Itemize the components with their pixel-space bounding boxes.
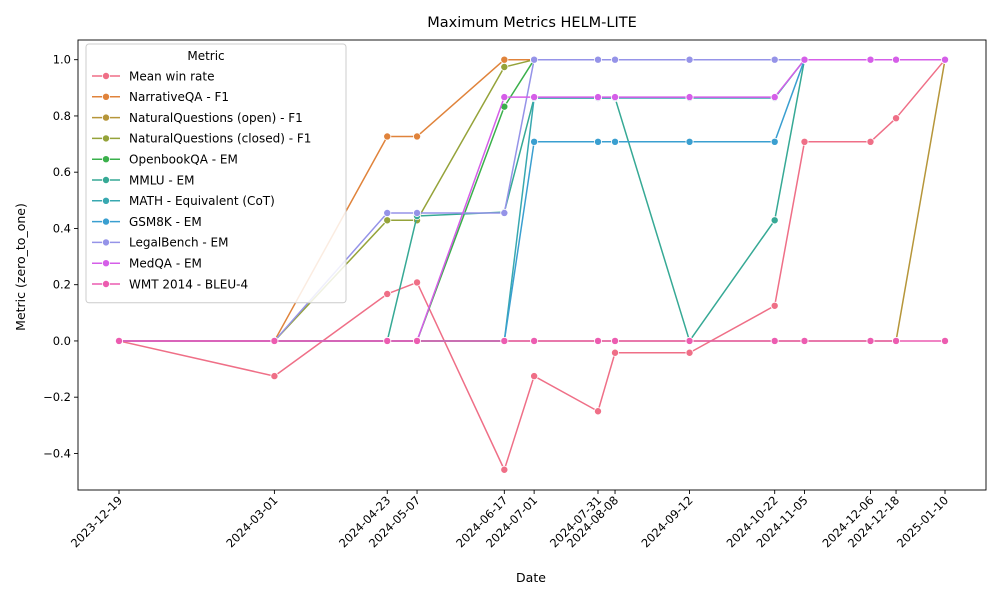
data-point — [866, 336, 875, 345]
legend-entry: MATH - Equivalent (CoT) — [129, 194, 275, 208]
data-point — [941, 55, 950, 64]
data-point — [530, 137, 539, 146]
data-point — [611, 348, 620, 357]
data-point — [770, 137, 779, 146]
data-point — [611, 336, 620, 345]
data-point — [500, 55, 509, 64]
legend-swatch-marker — [102, 92, 111, 101]
data-point — [383, 208, 392, 217]
y-tick-label: 0.8 — [53, 109, 71, 123]
plot-frame — [77, 39, 987, 491]
y-tick-label: 1.0 — [53, 53, 71, 67]
data-point — [685, 348, 694, 357]
legend-swatch-marker — [102, 217, 111, 226]
data-point — [270, 336, 279, 345]
data-point — [530, 93, 539, 102]
legend-swatch-marker — [102, 175, 111, 184]
legend-entry: NaturalQuestions (open) - F1 — [129, 111, 303, 125]
legend-entry: WMT 2014 - BLEU-4 — [129, 277, 248, 291]
data-point — [866, 55, 875, 64]
data-point — [413, 208, 422, 217]
data-point — [383, 216, 392, 225]
legend-swatch-marker — [102, 196, 111, 205]
legend-entry: MMLU - EM — [129, 173, 194, 187]
data-point — [593, 336, 602, 345]
legend-entry: Mean win rate — [129, 69, 214, 83]
data-point — [383, 132, 392, 141]
data-point — [500, 465, 509, 474]
legend-swatch-marker — [102, 72, 111, 81]
data-point — [770, 216, 779, 225]
data-point — [770, 93, 779, 102]
data-point — [770, 301, 779, 310]
data-point — [770, 55, 779, 64]
data-point — [500, 336, 509, 345]
data-point — [685, 55, 694, 64]
data-point — [866, 137, 875, 146]
data-point — [500, 208, 509, 217]
y-tick-label: 0.2 — [53, 278, 71, 292]
data-point — [685, 137, 694, 146]
data-point — [270, 372, 279, 381]
legend-swatch-marker — [102, 279, 111, 288]
y-axis-label: Metric (zero_to_one) — [13, 203, 28, 331]
data-point — [593, 137, 602, 146]
data-point — [593, 407, 602, 416]
legend-swatch-marker — [102, 238, 111, 247]
data-point — [593, 93, 602, 102]
legend-title: Metric — [187, 49, 224, 63]
legend-swatch-marker — [102, 259, 111, 268]
data-point — [530, 372, 539, 381]
data-point — [685, 336, 694, 345]
data-point — [500, 93, 509, 102]
data-point — [892, 336, 901, 345]
data-point — [611, 55, 620, 64]
data-point — [413, 132, 422, 141]
legend-swatch-marker — [102, 113, 111, 122]
legend-entry: MedQA - EM — [129, 257, 202, 271]
data-point — [115, 336, 124, 345]
legend-entry: NarrativeQA - F1 — [129, 90, 229, 104]
y-tick-label: 0.0 — [53, 334, 71, 348]
legend: Metric Mean win rate NarrativeQA - F1 Natur… — [85, 43, 347, 304]
data-point — [892, 55, 901, 64]
legend-swatch-marker — [102, 134, 111, 143]
data-point — [530, 336, 539, 345]
data-point — [770, 336, 779, 345]
data-point — [941, 336, 950, 345]
data-point — [611, 93, 620, 102]
legend-entry: OpenbookQA - EM — [129, 153, 238, 167]
data-point — [685, 93, 694, 102]
data-point — [500, 63, 509, 72]
legend-box — [85, 43, 347, 304]
data-point — [800, 336, 809, 345]
data-point — [413, 278, 422, 287]
data-point — [383, 289, 392, 298]
data-point — [383, 336, 392, 345]
data-point — [413, 336, 422, 345]
y-tick-label: 0.4 — [53, 221, 71, 235]
data-point — [611, 137, 620, 146]
series-line-0 — [118, 59, 946, 471]
data-point — [892, 114, 901, 123]
chart-title: Maximum Metrics HELM-LITE — [427, 15, 637, 31]
legend-entry: NaturalQuestions (closed) - F1 — [129, 132, 311, 146]
legend-swatch-marker — [102, 155, 111, 164]
legend-entry: GSM8K - EM — [129, 215, 202, 229]
y-tick-label: 0.6 — [53, 165, 71, 179]
data-point — [593, 55, 602, 64]
legend-entry: LegalBench - EM — [129, 236, 228, 250]
series-10 — [115, 336, 950, 345]
x-axis-label: Date — [516, 570, 546, 585]
series-layer — [115, 55, 950, 474]
data-point — [800, 137, 809, 146]
y-tick-label: −0.4 — [43, 446, 71, 460]
y-tick-label: −0.2 — [43, 390, 71, 404]
data-point — [530, 55, 539, 64]
data-point — [800, 55, 809, 64]
